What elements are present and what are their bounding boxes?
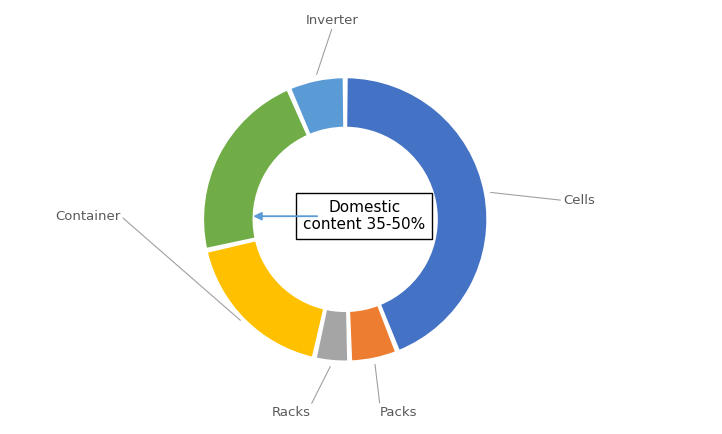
Text: Domestic
content 35-50%: Domestic content 35-50% [303,200,425,233]
Wedge shape [346,77,487,351]
Text: Inverter: Inverter [306,13,359,26]
Wedge shape [206,240,324,358]
Wedge shape [203,89,308,249]
Text: Racks: Racks [271,406,310,419]
Text: Container: Container [56,210,121,223]
Text: Cells: Cells [563,194,595,207]
Wedge shape [316,309,348,362]
Wedge shape [349,305,396,362]
Wedge shape [290,77,344,135]
Text: Packs: Packs [380,406,417,419]
